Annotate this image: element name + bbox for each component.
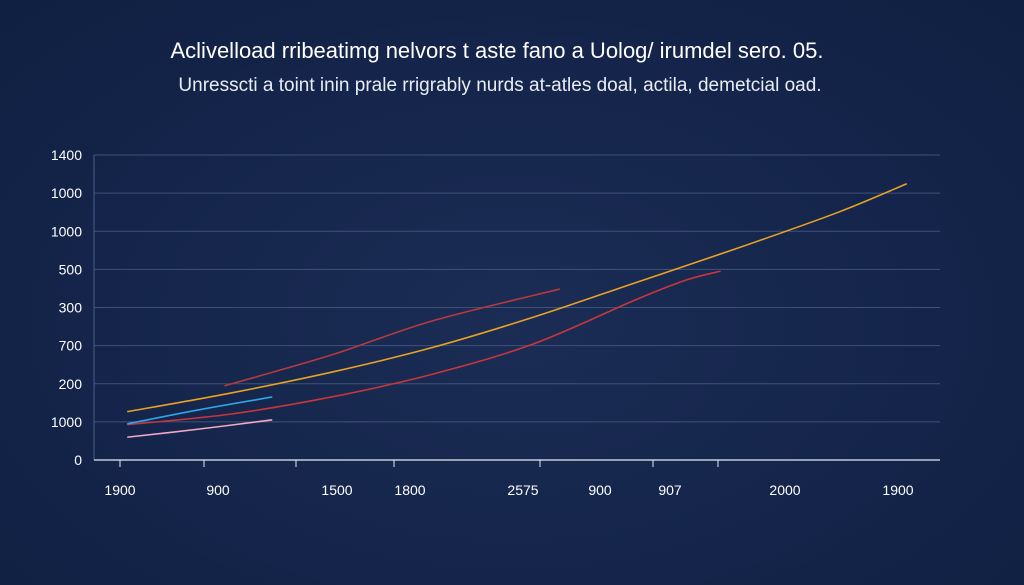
y-tick-label: 500 (59, 261, 83, 277)
x-tick-label: 1900 (882, 482, 913, 498)
y-tick-label: 1000 (51, 223, 82, 239)
x-tick-label: 1500 (321, 482, 352, 498)
x-tick-label: 2575 (507, 482, 538, 498)
x-tick-label: 900 (206, 482, 230, 498)
x-axis-ticks: 1900 900 1500 1800 2575 900 907 2000 1900 (104, 460, 914, 498)
x-tick-label: 907 (658, 482, 682, 498)
x-tick-label: 1900 (104, 482, 135, 498)
y-tick-label: 1000 (51, 185, 82, 201)
series-lines (127, 183, 907, 438)
series-line-3 (127, 396, 273, 425)
y-tick-label: 300 (59, 300, 83, 316)
axes (93, 155, 940, 461)
series-line-1 (224, 288, 561, 387)
series-line-4 (127, 419, 273, 438)
y-tick-label: 0 (74, 452, 82, 468)
series-line-2 (127, 270, 721, 426)
x-tick-label: 1800 (394, 482, 425, 498)
y-tick-label: 1000 (51, 414, 82, 430)
chart-subtitle: Unresscti a toint inin prale rrigrably n… (178, 75, 822, 96)
y-tick-label: 700 (59, 338, 83, 354)
y-tick-label: 200 (59, 376, 83, 392)
y-axis-ticks: 0 1000 200 700 300 500 1000 1000 1400 (51, 147, 82, 468)
grid-lines (94, 154, 940, 423)
y-tick-label: 1400 (51, 147, 82, 163)
x-tick-label: 2000 (769, 482, 800, 498)
x-tick-label: 900 (588, 482, 612, 498)
series-line-0 (127, 183, 907, 413)
chart-title: Aclivelload rribeatimg nelvors t aste fa… (170, 38, 824, 63)
